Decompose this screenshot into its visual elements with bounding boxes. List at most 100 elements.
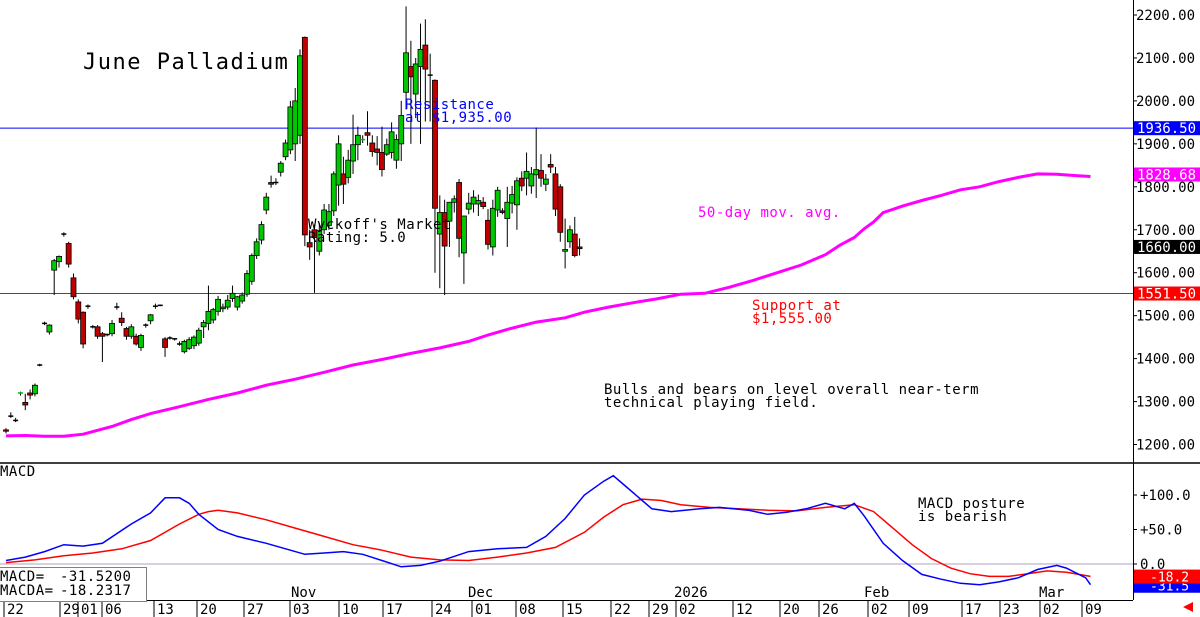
time-tick-label: 03	[293, 602, 310, 617]
support-price-tag-label: 1551.50	[1137, 287, 1196, 303]
moving-average-layer	[5, 172, 1091, 438]
candle-body	[263, 196, 270, 211]
time-tick-label: 20	[783, 602, 800, 617]
month-label: Feb	[864, 585, 889, 601]
price-tag	[1134, 167, 1200, 182]
candle-body	[441, 212, 448, 247]
candle-body	[277, 162, 284, 173]
candle-body	[46, 324, 53, 333]
candle-body	[571, 233, 578, 256]
price-tick-label: 1400.00	[1136, 352, 1195, 368]
candle-body	[109, 322, 115, 335]
moving-average-line	[5, 172, 1091, 438]
candle-body	[354, 134, 361, 146]
candle-body	[518, 177, 525, 187]
resistance-price-tag-label: 1936.50	[1137, 121, 1196, 137]
candle-body	[70, 277, 77, 298]
candle-body	[234, 296, 241, 308]
candle-body	[239, 294, 246, 302]
time-tick-label: 02	[871, 602, 888, 617]
time-tick-label: 09	[912, 602, 929, 617]
candle-body	[306, 242, 313, 248]
price-tick-label: 1900.00	[1136, 137, 1195, 153]
candle-body	[528, 173, 535, 187]
candle-body	[480, 201, 487, 207]
candle-body	[489, 207, 496, 248]
candle-body	[282, 142, 289, 158]
time-tick-label: 13	[157, 602, 174, 617]
candle-body	[32, 384, 38, 395]
resistance-price-tag	[1134, 121, 1200, 136]
candle-body	[456, 182, 462, 239]
candle-body	[224, 299, 231, 308]
price-tag	[1134, 239, 1200, 254]
candle-body	[248, 255, 255, 282]
candle-body	[51, 260, 58, 271]
candle-body	[552, 173, 559, 210]
candle-body	[547, 164, 554, 168]
candle-body	[56, 255, 62, 262]
price-tick-label: 2000.00	[1136, 94, 1195, 110]
candle-body	[340, 173, 347, 185]
candle-body	[195, 329, 202, 344]
month-label: Mar	[1039, 585, 1064, 601]
candle-body	[99, 333, 106, 337]
candle-body	[244, 273, 250, 295]
candle-body	[123, 328, 130, 337]
candle-body	[514, 180, 520, 206]
candle-body	[133, 335, 140, 345]
candle-body	[504, 201, 511, 219]
price-tick-label: 2200.00	[1136, 8, 1195, 24]
support-resistance-lines	[0, 127, 1133, 295]
month-label: Nov	[291, 585, 316, 601]
candlestick-layer	[3, 6, 583, 434]
price-tick-label: 1700.00	[1136, 223, 1195, 239]
time-tick-label: 09	[1085, 602, 1102, 617]
candle-body	[186, 339, 193, 349]
candle-body	[3, 429, 9, 432]
support-annotation: Support at $1,555.00	[752, 298, 842, 327]
time-tick-label: 22	[7, 602, 24, 617]
macd-layer	[0, 474, 1133, 586]
time-tick-label: 20	[200, 602, 217, 617]
candle-body	[446, 201, 453, 222]
time-tick-label: 01	[81, 602, 98, 617]
candle-body	[460, 215, 467, 254]
time-tick-label: 15	[566, 602, 583, 617]
candle-body	[523, 170, 530, 179]
time-tick-label: 22	[614, 602, 631, 617]
time-tick-label: 17	[965, 602, 982, 617]
candle-body	[287, 106, 294, 151]
candle-body	[191, 336, 197, 347]
time-tick-label: 10	[342, 602, 359, 617]
candle-body	[542, 178, 549, 185]
time-tick-label: 08	[519, 602, 536, 617]
candle-body	[292, 100, 299, 145]
candle-body	[301, 36, 308, 236]
candle-body	[215, 298, 221, 312]
commentary-annotation: Bulls and bears on level overall near-te…	[604, 382, 980, 411]
macd-tick-label: 0.0	[1140, 557, 1165, 573]
time-tick-label: 27	[247, 602, 264, 617]
candle-body	[451, 198, 458, 203]
candle-body	[470, 196, 477, 205]
price-tick-label: 1800.00	[1136, 180, 1195, 196]
month-label: 2026	[674, 585, 708, 601]
macd-line	[5, 474, 1092, 586]
candle-body	[27, 392, 34, 396]
macda-value-tag	[1134, 569, 1200, 584]
price-tick-label: 1500.00	[1136, 309, 1195, 325]
macd-readout-box	[0, 567, 147, 602]
candle-body	[162, 338, 168, 348]
candle-body	[533, 169, 540, 176]
scroll-right-arrow-icon[interactable]	[1183, 602, 1193, 612]
candle-body	[330, 173, 337, 212]
candle-body	[326, 211, 332, 226]
price-tag-label: 1828.68	[1137, 167, 1196, 183]
macd-tick-label: +100.0	[1140, 488, 1191, 504]
candle-body	[65, 243, 72, 265]
candle-body	[562, 249, 569, 252]
time-tick-label: 24	[435, 602, 452, 617]
candle-body	[379, 152, 385, 171]
